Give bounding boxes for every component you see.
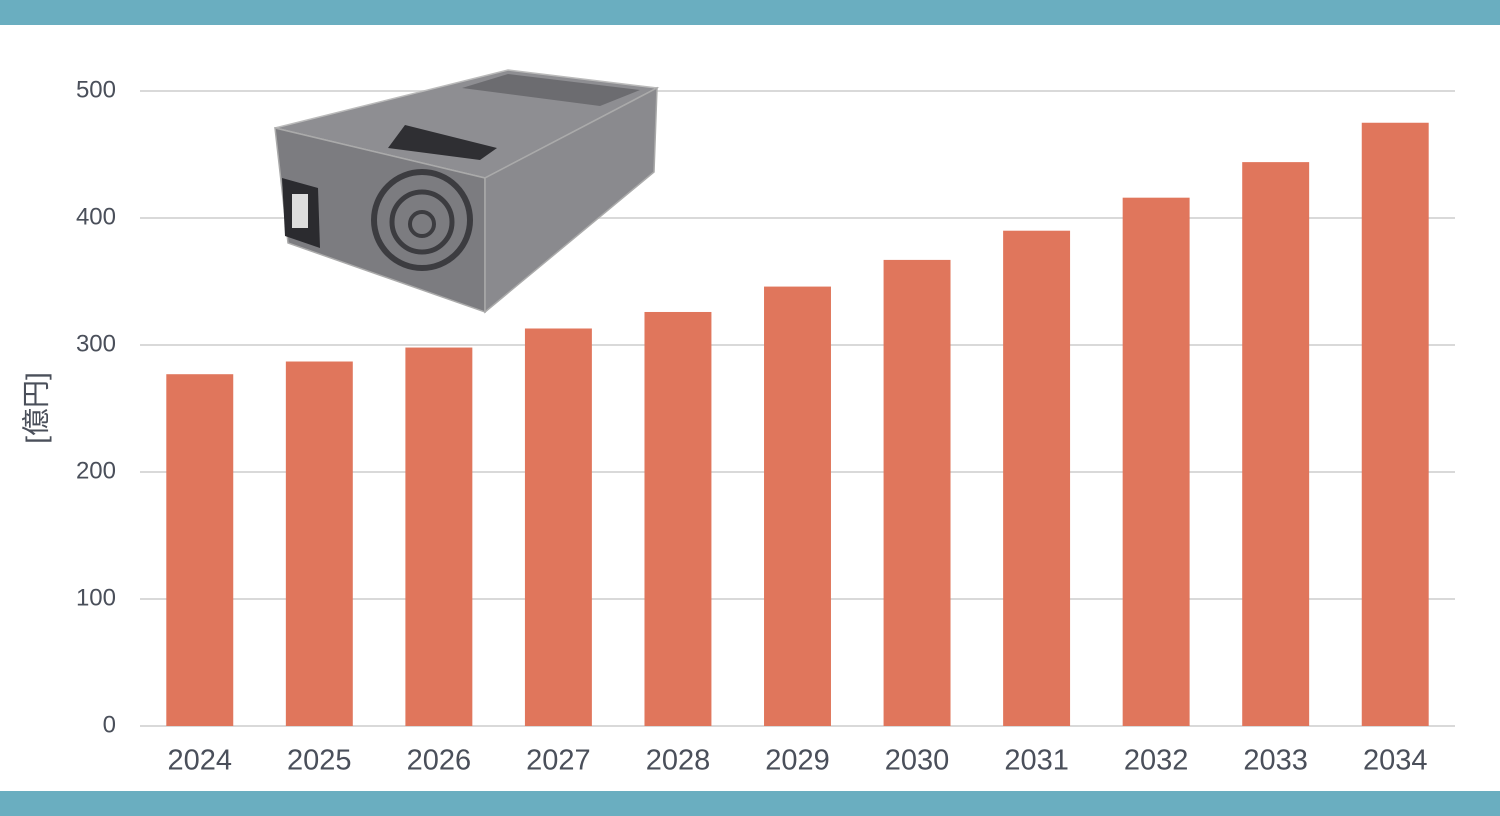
x-tick-label: 2026: [407, 745, 472, 777]
bar: [883, 259, 951, 726]
y-tick-label: 200: [76, 457, 116, 484]
bar: [166, 374, 234, 726]
x-tick-label: 2028: [646, 745, 711, 777]
y-tick-label: 100: [76, 584, 116, 611]
plot-area: 0 100 200 300 400 500 2024 2025 2026 2027 2028 2029…: [76, 76, 1455, 777]
y-tick-label: 300: [76, 330, 116, 357]
x-tick-label: 2032: [1124, 745, 1189, 777]
x-tick-label: 2030: [885, 745, 950, 777]
power-supply-illustration: [274, 69, 660, 314]
bar: [1242, 162, 1310, 726]
top-band: [0, 0, 1500, 25]
x-tick-label: 2034: [1363, 745, 1428, 777]
bar: [1003, 230, 1071, 726]
bar: [405, 347, 473, 726]
x-tick-label: 2033: [1243, 745, 1308, 777]
bar: [1122, 197, 1190, 726]
bar: [285, 361, 353, 726]
bar: [644, 311, 712, 726]
x-tick-label: 2029: [765, 745, 830, 777]
x-tick-label: 2031: [1004, 745, 1069, 777]
bar: [524, 328, 592, 726]
x-tick-label: 2027: [526, 745, 591, 777]
bar: [764, 286, 831, 726]
y-tick-label: 500: [76, 76, 116, 103]
bottom-band: [0, 791, 1500, 816]
y-axis-label: [億円]: [20, 372, 51, 444]
x-tick-label: 2025: [287, 745, 352, 777]
y-tick-label: 400: [76, 203, 116, 230]
x-tick-label: 2024: [168, 745, 233, 777]
y-tick-label: 0: [103, 711, 116, 738]
bar: [1361, 122, 1429, 726]
